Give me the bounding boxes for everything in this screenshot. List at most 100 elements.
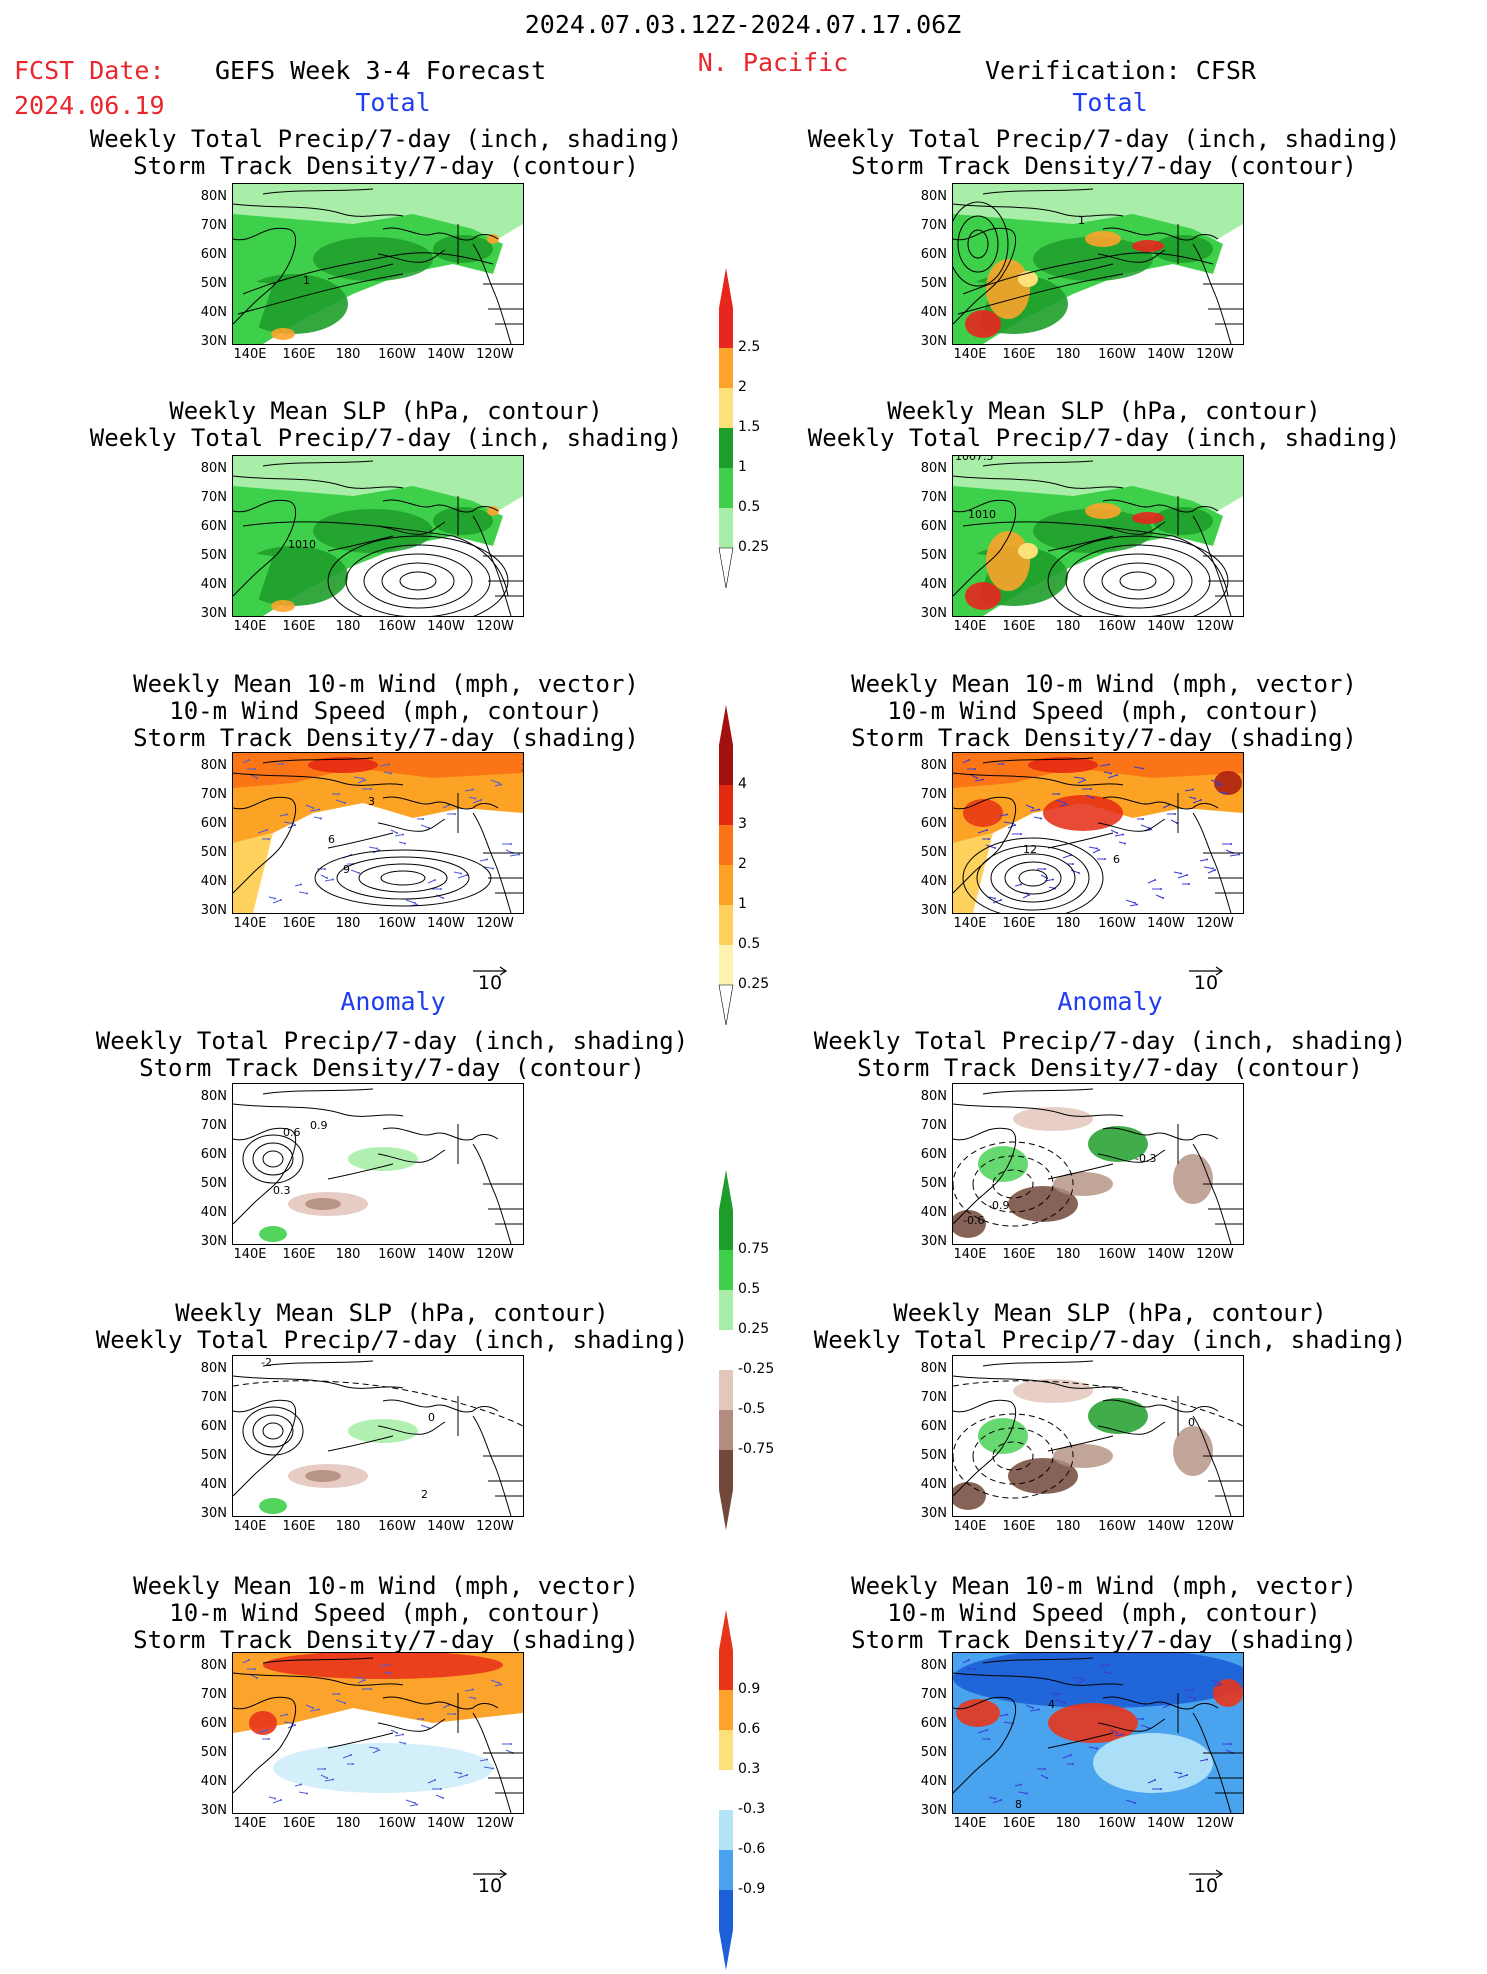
- lat-tick-label: 80N: [200, 1658, 227, 1673]
- lon-tick-label: 180: [1055, 619, 1081, 634]
- panel-title-r3-right: Weekly Mean 10-m Wind (mph, vector) 10-m …: [851, 670, 1357, 752]
- lon-tick-label: 120W: [476, 1247, 514, 1262]
- lat-tick-label: 60N: [200, 1716, 227, 1731]
- lon-tick-label: 140W: [427, 347, 465, 362]
- vector-reference-label: 10: [1193, 1875, 1219, 1897]
- lon-tick-label: 140W: [1147, 347, 1185, 362]
- colorbar-precip_total: [718, 268, 734, 592]
- lat-tick-label: 30N: [920, 903, 947, 918]
- lat-tick-label: 40N: [920, 874, 947, 889]
- colorbar-tick-label: -0.3: [738, 1801, 766, 1817]
- lon-tick-label: 120W: [476, 1816, 514, 1831]
- lat-tick-label: 30N: [920, 606, 947, 621]
- lon-tick-label: 180: [1055, 916, 1081, 931]
- lon-tick-label: 180: [335, 1816, 361, 1831]
- colorbar-tick-label: 0.3: [738, 1761, 761, 1777]
- lon-tick-label: 120W: [476, 1519, 514, 1534]
- map-panel-precip-anom-rich-right: -0.3 -0.9 -0.6: [952, 1083, 1244, 1245]
- contour-label: 3: [368, 795, 375, 808]
- lat-tick-label: 80N: [200, 1361, 227, 1376]
- colorbar-tick-label: -0.6: [738, 1841, 766, 1857]
- map-panel-wind-total-rich-right: 12 6 10: [952, 752, 1244, 914]
- lat-tick-label: 60N: [200, 519, 227, 534]
- contour-label: 1: [303, 274, 310, 287]
- map-panel-wind-total-left: 3 3 6 9: [232, 752, 524, 914]
- colorbar-tick-label: 0.5: [738, 1281, 761, 1297]
- colorbar-tick-label: 0.25: [738, 1321, 770, 1337]
- lat-tick-label: 70N: [200, 1390, 227, 1405]
- map-panel-wind-anom-left: [232, 1652, 524, 1814]
- lon-tick-label: 160E: [282, 916, 316, 931]
- map-panel-precip-anom-left: 0.6 0.9 0.3: [232, 1083, 524, 1245]
- lon-tick-label: 160E: [1002, 619, 1036, 634]
- lon-tick-label: 180: [1055, 347, 1081, 362]
- vector-reference: 10: [1186, 1865, 1226, 1897]
- lat-tick-label: 60N: [920, 247, 947, 262]
- lat-tick-label: 80N: [920, 1089, 947, 1104]
- lat-tick-label: 40N: [920, 1774, 947, 1789]
- lon-tick-label: 140E: [953, 619, 987, 634]
- map-panel-slp-total-rich-right: 1007.510101020: [952, 455, 1244, 617]
- panel-title-r5-right: Weekly Mean SLP (hPa, contour) Weekly Tot…: [813, 1299, 1407, 1354]
- lat-tick-label: 50N: [920, 276, 947, 291]
- contour-label: 0: [428, 1411, 435, 1424]
- lat-tick-label: 40N: [200, 1477, 227, 1492]
- lon-tick-label: 140E: [233, 1247, 267, 1262]
- fcst-date-label: FCST Date:: [14, 56, 165, 85]
- colorbar-tick-label: 1: [738, 459, 747, 475]
- lon-tick-label: 120W: [1196, 1247, 1234, 1262]
- lat-tick-label: 70N: [200, 490, 227, 505]
- lat-tick-label: 50N: [200, 1448, 227, 1463]
- lon-tick-label: 140W: [1147, 1247, 1185, 1262]
- lat-tick-label: 50N: [200, 845, 227, 860]
- lon-tick-label: 160W: [378, 1816, 416, 1831]
- colorbar-tick-label: 1.5: [738, 419, 761, 435]
- lat-tick-label: 70N: [920, 218, 947, 233]
- lat-tick-label: 30N: [200, 606, 227, 621]
- contour-label: -0.6: [963, 1214, 984, 1227]
- contour-label: 0: [1188, 1416, 1195, 1429]
- lat-tick-label: 60N: [200, 247, 227, 262]
- lon-tick-label: 120W: [1196, 1519, 1234, 1534]
- lon-tick-label: 140W: [427, 1816, 465, 1831]
- lon-tick-label: 160W: [378, 916, 416, 931]
- contour-label: 1022.5: [398, 614, 437, 616]
- lat-tick-label: 40N: [920, 577, 947, 592]
- colorbar-tick-label: 4: [738, 776, 747, 792]
- panel-title-r3-left: Weekly Mean 10-m Wind (mph, vector) 10-m …: [133, 670, 639, 752]
- section-anomaly-left: Anomaly: [340, 987, 446, 1016]
- vector-reference: 10: [470, 1865, 510, 1897]
- lat-tick-label: 70N: [920, 787, 947, 802]
- colorbar-tick-label: 0.9: [738, 1681, 761, 1697]
- lon-tick-label: 120W: [476, 916, 514, 931]
- lon-tick-label: 140E: [953, 1519, 987, 1534]
- lat-tick-label: 40N: [200, 305, 227, 320]
- period-title: 2024.07.03.12Z-2024.07.17.06Z: [524, 10, 962, 39]
- contour-label: 1007.5: [955, 456, 994, 463]
- contour-label: 0.9: [310, 1119, 328, 1132]
- panel-title-r6-right: Weekly Mean 10-m Wind (mph, vector) 10-m …: [851, 1572, 1357, 1654]
- region-title: N. Pacific: [697, 48, 849, 77]
- lat-tick-label: 70N: [920, 1118, 947, 1133]
- colorbar-track_anom: [718, 1610, 734, 1974]
- lon-tick-label: 180: [335, 1247, 361, 1262]
- contour-label: 6: [1113, 853, 1120, 866]
- lon-tick-label: 120W: [476, 347, 514, 362]
- lat-tick-label: 50N: [200, 276, 227, 291]
- lat-tick-label: 60N: [200, 1419, 227, 1434]
- lat-tick-label: 30N: [200, 1506, 227, 1521]
- contour-label: 3: [521, 761, 523, 774]
- lon-tick-label: 160W: [1098, 1816, 1136, 1831]
- lon-tick-label: 140W: [427, 1247, 465, 1262]
- lat-tick-label: 80N: [920, 189, 947, 204]
- lon-tick-label: 180: [335, 619, 361, 634]
- vector-reference: 10: [470, 962, 510, 994]
- contour-label: 8: [1015, 1798, 1022, 1811]
- panel-title-r2-right: Weekly Mean SLP (hPa, contour) Weekly Tot…: [807, 397, 1401, 452]
- lat-tick-label: 80N: [200, 189, 227, 204]
- panel-title-r1-left: Weekly Total Precip/7-day (inch, shading…: [89, 125, 683, 180]
- lon-tick-label: 140W: [1147, 916, 1185, 931]
- lon-tick-label: 120W: [1196, 916, 1234, 931]
- lon-tick-label: 160W: [378, 1247, 416, 1262]
